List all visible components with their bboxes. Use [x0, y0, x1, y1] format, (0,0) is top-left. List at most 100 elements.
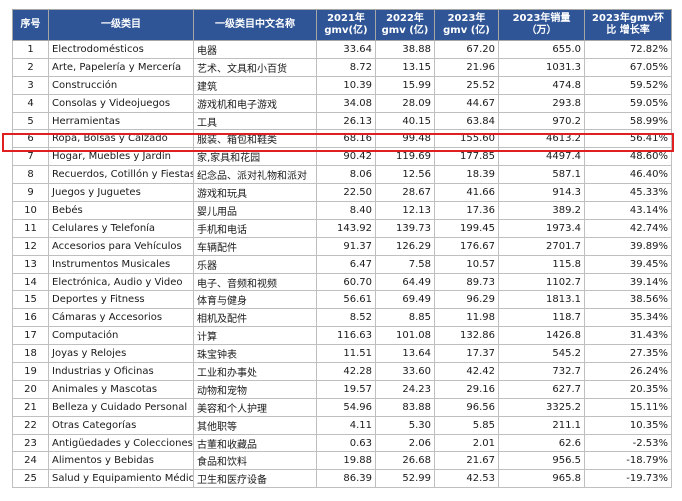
- header-gmv-2022: 2022年gmv (亿): [375, 9, 435, 41]
- cell-gmv-2021: 34.08: [316, 93, 376, 113]
- cell-gmv-2021: 116.63: [316, 326, 376, 346]
- cell-gmv-2021: 91.37: [316, 236, 376, 256]
- cell-sales-2023: 2701.7: [498, 236, 585, 256]
- cell-growth: 15.11%: [584, 397, 672, 417]
- cell-category-cn: 车辆配件: [193, 236, 317, 256]
- cell-sales-2023: 1102.7: [498, 272, 585, 292]
- cell-category-cn: 婴儿用品: [193, 201, 317, 220]
- cell-category: Antigüedades y Colecciones: [48, 433, 194, 453]
- cell-index: 7: [12, 147, 49, 167]
- cell-sales-2023: 115.8: [498, 254, 585, 274]
- table-row: 10 Bebés 婴儿用品 8.40 12.13 17.36 389.2 43.14%: [12, 201, 672, 220]
- cell-growth: 58.99%: [584, 111, 672, 131]
- cell-category-cn: 计算: [193, 326, 317, 346]
- header-category: 一级类目: [48, 9, 194, 41]
- header-index: 序号: [12, 9, 49, 41]
- cell-growth: 59.05%: [584, 93, 672, 113]
- table-row: 19 Industrias y Oficinas 工业和办事处 42.28 33.60 4…: [12, 362, 672, 381]
- header-category-cn: 一级类目中文名称: [193, 9, 317, 41]
- cell-index: 12: [12, 236, 49, 256]
- cell-category: Animales y Mascotas: [48, 379, 194, 399]
- cell-gmv-2022: 69.49: [375, 290, 435, 310]
- cell-gmv-2023: 89.73: [434, 272, 499, 292]
- cell-gmv-2023: 42.42: [434, 362, 499, 381]
- cell-sales-2023: 587.1: [498, 165, 585, 185]
- cell-category: Computación: [48, 326, 194, 346]
- cell-category: Consolas y Videojuegos: [48, 93, 194, 113]
- cell-sales-2023: 211.1: [498, 415, 585, 435]
- cell-gmv-2023: 29.16: [434, 379, 499, 399]
- table-row: 7 Hogar, Muebles y Jardín 家,家具和花园 90.42 119.…: [12, 147, 672, 167]
- table-row: 11 Celulares y Telefonía 手机和电话 143.92 139.73…: [12, 218, 672, 238]
- cell-index: 3: [12, 75, 49, 95]
- cell-gmv-2021: 56.61: [316, 290, 376, 310]
- cell-gmv-2023: 41.66: [434, 183, 499, 203]
- cell-category-cn: 卫生和医疗设备: [193, 469, 317, 489]
- cell-index: 5: [12, 111, 49, 131]
- header-row: 序号 一级类目 一级类目中文名称 2021年 gmv(亿) 2022年gmv (…: [12, 9, 672, 41]
- cell-growth: -19.73%: [584, 469, 672, 489]
- cell-category-cn: 电子、音频和视频: [193, 272, 317, 292]
- table-row: 18 Joyas y Relojes 珠宝钟表 11.51 13.64 17.37 545.…: [12, 344, 672, 364]
- cell-category: Joyas y Relojes: [48, 344, 194, 364]
- cell-category: Electrónica, Audio y Video: [48, 272, 194, 292]
- cell-index: 9: [12, 183, 49, 203]
- cell-gmv-2023: 96.56: [434, 397, 499, 417]
- cell-gmv-2023: 21.96: [434, 57, 499, 77]
- cell-sales-2023: 545.2: [498, 344, 585, 364]
- cell-index: 16: [12, 308, 49, 328]
- cell-category: Instrumentos Musicales: [48, 254, 194, 274]
- cell-gmv-2022: 12.13: [375, 201, 435, 220]
- cell-index: 14: [12, 272, 49, 292]
- cell-growth: 48.60%: [584, 147, 672, 167]
- cell-growth: 46.40%: [584, 165, 672, 185]
- cell-growth: 35.34%: [584, 308, 672, 328]
- cell-gmv-2023: 17.36: [434, 201, 499, 220]
- cell-gmv-2022: 13.15: [375, 57, 435, 77]
- cell-growth: -18.79%: [584, 451, 672, 471]
- cell-gmv-2022: 15.99: [375, 75, 435, 95]
- cell-sales-2023: 1813.1: [498, 290, 585, 310]
- cell-category-cn: 游戏和玩具: [193, 183, 317, 203]
- cell-gmv-2023: 18.39: [434, 165, 499, 185]
- cell-gmv-2021: 8.06: [316, 165, 376, 185]
- cell-gmv-2021: 0.63: [316, 433, 376, 453]
- cell-gmv-2022: 26.68: [375, 451, 435, 471]
- cell-index: 23: [12, 433, 49, 453]
- cell-category: Bebés: [48, 201, 194, 220]
- cell-growth: 39.89%: [584, 236, 672, 256]
- cell-index: 22: [12, 415, 49, 435]
- cell-growth: 10.35%: [584, 415, 672, 435]
- cell-gmv-2021: 6.47: [316, 254, 376, 274]
- cell-sales-2023: 118.7: [498, 308, 585, 328]
- cell-gmv-2022: 24.23: [375, 379, 435, 399]
- cell-category-cn: 乐器: [193, 254, 317, 274]
- cell-category: Celulares y Telefonía: [48, 218, 194, 238]
- cell-gmv-2021: 60.70: [316, 272, 376, 292]
- cell-sales-2023: 655.0: [498, 40, 585, 59]
- table-row: 4 Consolas y Videojuegos 游戏机和电子游戏 34.08 28.0…: [12, 93, 672, 113]
- cell-category: Industrias y Oficinas: [48, 362, 194, 381]
- cell-gmv-2022: 8.85: [375, 308, 435, 328]
- cell-gmv-2023: 155.60: [434, 129, 499, 149]
- table-row: 5 Herramientas 工具 26.13 40.15 63.84 970.2 58.99…: [12, 111, 672, 131]
- cell-gmv-2023: 177.85: [434, 147, 499, 167]
- cell-gmv-2023: 11.98: [434, 308, 499, 328]
- cell-category-cn: 工业和办事处: [193, 362, 317, 381]
- table-row: 23 Antigüedades y Colecciones 古董和收藏品 0.63 2.…: [12, 433, 672, 453]
- cell-gmv-2022: 83.88: [375, 397, 435, 417]
- cell-category: Electrodomésticos: [48, 40, 194, 59]
- cell-category: Cámaras y Accesorios: [48, 308, 194, 328]
- cell-gmv-2023: 42.53: [434, 469, 499, 489]
- cell-growth: 42.74%: [584, 218, 672, 238]
- cell-index: 2: [12, 57, 49, 77]
- cell-gmv-2022: 12.56: [375, 165, 435, 185]
- cell-growth: 45.33%: [584, 183, 672, 203]
- cell-index: 6: [12, 129, 49, 149]
- table-row: 2 Arte, Papelería y Mercería 艺术、文具和小百货 8.72…: [12, 57, 672, 77]
- header-sales-2023: 2023年销量（万）: [498, 9, 585, 41]
- cell-gmv-2021: 4.11: [316, 415, 376, 435]
- cell-category-cn: 艺术、文具和小百货: [193, 57, 317, 77]
- cell-category-cn: 手机和电话: [193, 218, 317, 238]
- cell-gmv-2021: 26.13: [316, 111, 376, 131]
